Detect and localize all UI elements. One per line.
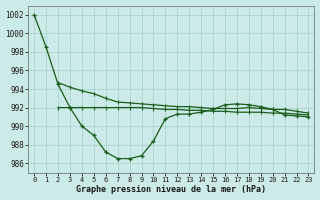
X-axis label: Graphe pression niveau de la mer (hPa): Graphe pression niveau de la mer (hPa) <box>76 185 266 194</box>
